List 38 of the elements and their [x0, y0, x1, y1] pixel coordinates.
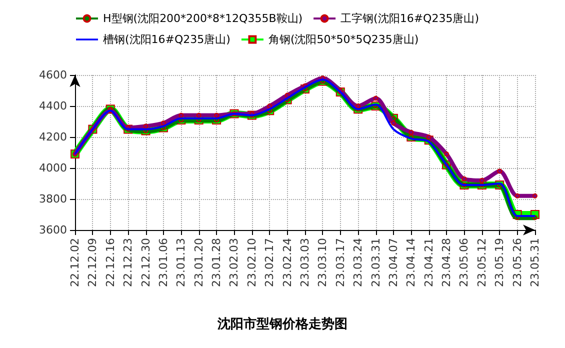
- x-tick-label: 23.05.12: [475, 238, 488, 287]
- y-tick-label: 4000: [39, 162, 67, 174]
- x-tick-label: 22.12.23: [122, 238, 135, 287]
- x-tick-label: 23.05.19: [493, 238, 506, 287]
- legend-label: 角钢(沈阳50*50*5Q235唐山): [268, 33, 419, 46]
- text: 沈阳市型钢价格走势图: [216, 316, 348, 332]
- x-tick-label: 23.01.20: [192, 238, 206, 287]
- x-tick-label: 23.03.10: [316, 238, 330, 287]
- x-tick-label: 23.01.13: [174, 238, 188, 287]
- x-tick-label: 23.02.03: [228, 238, 241, 287]
- legend-label: H型钢(沈阳200*200*8*12Q355B鞍山): [103, 12, 303, 25]
- x-tick-label: 23.03.31: [369, 238, 382, 287]
- y-tick-label: 4600: [39, 68, 67, 82]
- x-tick-label: 23.05.06: [458, 238, 471, 287]
- x-tick-label: 23.04.07: [386, 238, 400, 287]
- x-tick-label: 23.01.28: [210, 238, 224, 287]
- x-tick-label: 22.12.09: [86, 238, 100, 287]
- y-tick-label: 3800: [39, 192, 67, 206]
- x-tick-label: 23.03.24: [352, 238, 365, 287]
- x-tick-label: 23.02.24: [280, 238, 294, 287]
- x-tick-label: 23.05.31: [528, 238, 542, 287]
- x-tick-label: 23.03.17: [334, 238, 347, 287]
- x-tick-label: 23.02.10: [245, 238, 258, 287]
- legend-label: 槽钢(沈阳16#Q235唐山): [103, 33, 230, 46]
- x-tick-label: 23.04.14: [404, 238, 418, 287]
- x-tick-label: 22.12.16: [104, 238, 117, 287]
- y-tick-label: 3600: [39, 224, 67, 236]
- x-tick-label: 22.12.02: [68, 238, 82, 287]
- x-tick-label: 23.04.28: [440, 238, 454, 287]
- x-tick-label: 23.02.17: [263, 238, 276, 287]
- x-tick-label: 22.12.30: [139, 238, 152, 287]
- y-tick-label: 4400: [39, 100, 67, 112]
- x-tick-label: 23.01.06: [156, 238, 170, 287]
- y-tick-label: 4200: [39, 130, 67, 144]
- x-tick-label: 23.05.26: [510, 238, 524, 287]
- x-tick-label: 23.03.03: [298, 238, 312, 287]
- legend-label: 工字钢(沈阳16#Q235唐山): [340, 12, 479, 25]
- x-tick-label: 23.04.21: [422, 238, 436, 287]
